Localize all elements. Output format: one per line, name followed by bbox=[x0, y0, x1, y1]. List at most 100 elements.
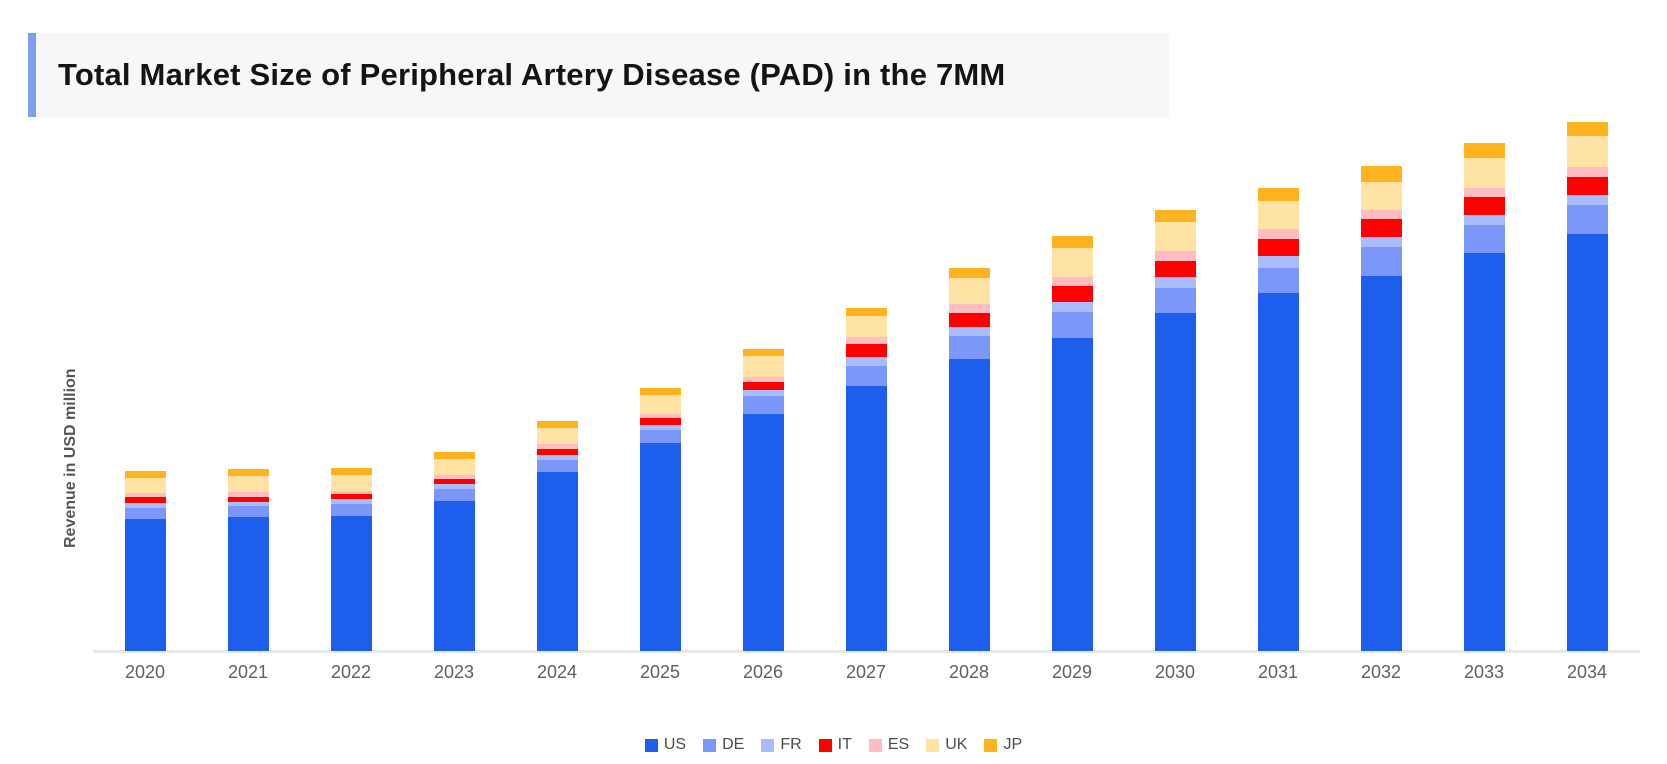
bar-segment-de[interactable] bbox=[639, 430, 681, 443]
bar-group-2031[interactable] bbox=[1257, 188, 1299, 651]
bar-segment-jp[interactable] bbox=[536, 421, 578, 428]
bar-segment-uk[interactable] bbox=[227, 476, 269, 492]
legend-item-uk[interactable]: UK bbox=[926, 736, 967, 754]
bar-segment-de[interactable] bbox=[1257, 268, 1299, 293]
bar-segment-fr[interactable] bbox=[948, 327, 990, 336]
bar-segment-uk[interactable] bbox=[433, 459, 475, 475]
bar-segment-es[interactable] bbox=[1154, 251, 1196, 261]
bar-segment-fr[interactable] bbox=[639, 425, 681, 430]
bar-segment-fr[interactable] bbox=[433, 484, 475, 489]
bar-segment-de[interactable] bbox=[227, 506, 269, 517]
bar-segment-uk[interactable] bbox=[1463, 158, 1505, 188]
bar-group-2020[interactable] bbox=[124, 471, 166, 651]
bar-segment-de[interactable] bbox=[124, 508, 166, 519]
bar-segment-us[interactable] bbox=[639, 443, 681, 651]
bar-segment-es[interactable] bbox=[742, 377, 784, 382]
bar-segment-it[interactable] bbox=[536, 449, 578, 455]
bar-segment-jp[interactable] bbox=[1566, 122, 1608, 136]
bar-segment-es[interactable] bbox=[433, 475, 475, 479]
bar-segment-us[interactable] bbox=[845, 386, 887, 651]
bar-segment-it[interactable] bbox=[948, 313, 990, 327]
bar-group-2023[interactable] bbox=[433, 452, 475, 651]
bar-segment-us[interactable] bbox=[330, 516, 372, 651]
bar-segment-fr[interactable] bbox=[1051, 302, 1093, 312]
bar-segment-de[interactable] bbox=[948, 336, 990, 359]
bar-segment-uk[interactable] bbox=[1257, 201, 1299, 229]
bar-segment-jp[interactable] bbox=[639, 388, 681, 395]
bar-segment-it[interactable] bbox=[639, 418, 681, 425]
bar-segment-us[interactable] bbox=[1051, 338, 1093, 651]
bar-group-2027[interactable] bbox=[845, 308, 887, 651]
bar-segment-it[interactable] bbox=[1257, 239, 1299, 256]
legend-item-fr[interactable]: FR bbox=[761, 736, 802, 754]
bar-segment-it[interactable] bbox=[1154, 261, 1196, 277]
bar-segment-es[interactable] bbox=[948, 304, 990, 313]
bar-segment-fr[interactable] bbox=[845, 357, 887, 366]
bar-segment-jp[interactable] bbox=[1463, 143, 1505, 158]
legend-item-es[interactable]: ES bbox=[868, 736, 909, 754]
legend-item-jp[interactable]: JP bbox=[984, 736, 1022, 754]
bar-group-2022[interactable] bbox=[330, 468, 372, 651]
bar-segment-uk[interactable] bbox=[639, 395, 681, 414]
bar-segment-de[interactable] bbox=[742, 396, 784, 414]
bar-group-2024[interactable] bbox=[536, 421, 578, 651]
bar-segment-us[interactable] bbox=[742, 414, 784, 651]
bar-segment-fr[interactable] bbox=[536, 455, 578, 460]
bar-segment-jp[interactable] bbox=[1360, 166, 1402, 182]
bar-segment-es[interactable] bbox=[845, 337, 887, 344]
bar-segment-fr[interactable] bbox=[1154, 277, 1196, 288]
bar-segment-us[interactable] bbox=[1360, 276, 1402, 651]
bar-segment-de[interactable] bbox=[1566, 205, 1608, 234]
bar-group-2025[interactable] bbox=[639, 388, 681, 651]
bar-segment-jp[interactable] bbox=[433, 452, 475, 459]
bar-segment-it[interactable] bbox=[1463, 197, 1505, 215]
bar-segment-fr[interactable] bbox=[1257, 256, 1299, 268]
bar-segment-us[interactable] bbox=[536, 472, 578, 651]
bar-segment-uk[interactable] bbox=[124, 478, 166, 493]
legend-item-de[interactable]: DE bbox=[703, 736, 744, 754]
bar-segment-it[interactable] bbox=[227, 497, 269, 502]
bar-group-2034[interactable] bbox=[1566, 122, 1608, 651]
bar-segment-us[interactable] bbox=[124, 519, 166, 651]
bar-segment-fr[interactable] bbox=[742, 390, 784, 396]
bar-segment-jp[interactable] bbox=[1257, 188, 1299, 201]
bar-segment-us[interactable] bbox=[1257, 293, 1299, 651]
bar-segment-it[interactable] bbox=[845, 344, 887, 357]
bar-segment-it[interactable] bbox=[330, 494, 372, 499]
bar-segment-uk[interactable] bbox=[1051, 248, 1093, 277]
bar-segment-de[interactable] bbox=[1463, 225, 1505, 253]
bar-segment-it[interactable] bbox=[1051, 286, 1093, 302]
bar-segment-jp[interactable] bbox=[948, 268, 990, 278]
bar-segment-de[interactable] bbox=[845, 366, 887, 386]
bar-segment-uk[interactable] bbox=[742, 356, 784, 377]
bar-segment-es[interactable] bbox=[124, 493, 166, 497]
bar-segment-it[interactable] bbox=[1566, 177, 1608, 195]
bar-segment-es[interactable] bbox=[1566, 167, 1608, 177]
bar-segment-es[interactable] bbox=[330, 491, 372, 494]
bar-segment-es[interactable] bbox=[639, 414, 681, 418]
bar-segment-it[interactable] bbox=[433, 479, 475, 484]
bar-segment-us[interactable] bbox=[433, 501, 475, 651]
bar-group-2032[interactable] bbox=[1360, 166, 1402, 651]
bar-group-2028[interactable] bbox=[948, 268, 990, 651]
bar-segment-de[interactable] bbox=[1154, 288, 1196, 313]
bar-segment-de[interactable] bbox=[1051, 312, 1093, 338]
bar-segment-fr[interactable] bbox=[227, 502, 269, 506]
bar-segment-es[interactable] bbox=[227, 492, 269, 497]
bar-group-2029[interactable] bbox=[1051, 236, 1093, 651]
bar-group-2026[interactable] bbox=[742, 349, 784, 651]
bar-segment-fr[interactable] bbox=[1463, 215, 1505, 225]
bar-segment-jp[interactable] bbox=[124, 471, 166, 478]
bar-segment-es[interactable] bbox=[536, 444, 578, 449]
bar-segment-jp[interactable] bbox=[1051, 236, 1093, 248]
bar-segment-de[interactable] bbox=[330, 504, 372, 516]
bar-segment-jp[interactable] bbox=[1154, 210, 1196, 222]
bar-segment-uk[interactable] bbox=[948, 278, 990, 304]
bar-segment-fr[interactable] bbox=[124, 503, 166, 508]
bar-segment-de[interactable] bbox=[536, 460, 578, 472]
bar-segment-de[interactable] bbox=[1360, 247, 1402, 276]
bar-segment-es[interactable] bbox=[1360, 210, 1402, 219]
bar-segment-jp[interactable] bbox=[330, 468, 372, 475]
bar-segment-us[interactable] bbox=[1463, 253, 1505, 651]
bar-group-2033[interactable] bbox=[1463, 143, 1505, 651]
